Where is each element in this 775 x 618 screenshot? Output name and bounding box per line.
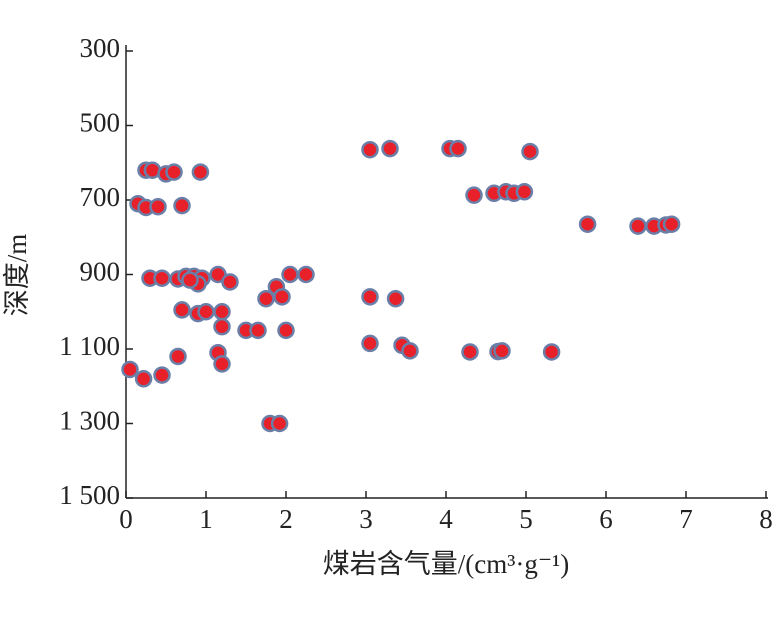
point <box>465 186 483 204</box>
point <box>515 183 534 201</box>
point <box>165 163 183 181</box>
point <box>297 265 315 284</box>
x-tick-label: 8 <box>759 504 773 534</box>
point <box>221 273 239 291</box>
x-tick-label: 6 <box>599 504 613 534</box>
point <box>153 366 171 384</box>
point <box>249 321 267 340</box>
point <box>273 288 291 306</box>
point <box>629 217 647 235</box>
y-tick-label: 1 300 <box>59 406 120 436</box>
y-tick-label: 900 <box>80 257 121 287</box>
point <box>381 139 399 158</box>
point <box>173 301 191 319</box>
y-tick-label: 1 500 <box>59 480 120 510</box>
point <box>257 289 275 308</box>
point <box>149 197 167 216</box>
x-tick-label: 1 <box>199 504 213 534</box>
point <box>121 360 139 379</box>
point <box>153 269 171 287</box>
point <box>169 347 187 366</box>
x-tick-label: 4 <box>439 504 453 534</box>
point <box>401 342 419 360</box>
point <box>521 142 539 161</box>
point <box>493 342 511 360</box>
x-tick-label: 5 <box>519 504 533 534</box>
y-tick-label: 500 <box>80 108 121 138</box>
point <box>361 140 379 159</box>
y-tick-label: 300 <box>80 33 121 63</box>
point <box>542 343 561 361</box>
point <box>277 321 295 340</box>
point <box>578 215 597 233</box>
point <box>134 370 153 388</box>
point <box>361 334 379 353</box>
point <box>213 355 231 373</box>
point <box>191 163 210 181</box>
x-tick-label: 7 <box>679 504 693 534</box>
point <box>281 265 299 284</box>
point <box>213 317 231 336</box>
y-axis-label: 深度/m <box>2 234 32 317</box>
point <box>662 215 681 233</box>
point <box>197 303 215 321</box>
y-tick-label: 1 100 <box>59 331 120 361</box>
point <box>270 414 289 433</box>
point <box>461 343 479 361</box>
x-tick-label: 0 <box>119 504 133 534</box>
point <box>213 303 231 321</box>
point <box>173 196 191 215</box>
x-tick-label: 2 <box>279 504 293 534</box>
point <box>386 289 405 308</box>
point <box>181 271 199 289</box>
x-tick-label: 3 <box>359 504 373 534</box>
y-tick-label: 700 <box>80 182 121 212</box>
point <box>361 288 379 306</box>
point <box>449 139 467 158</box>
x-axis-label: 煤岩含气量/(cm³·g⁻¹) <box>323 549 569 579</box>
